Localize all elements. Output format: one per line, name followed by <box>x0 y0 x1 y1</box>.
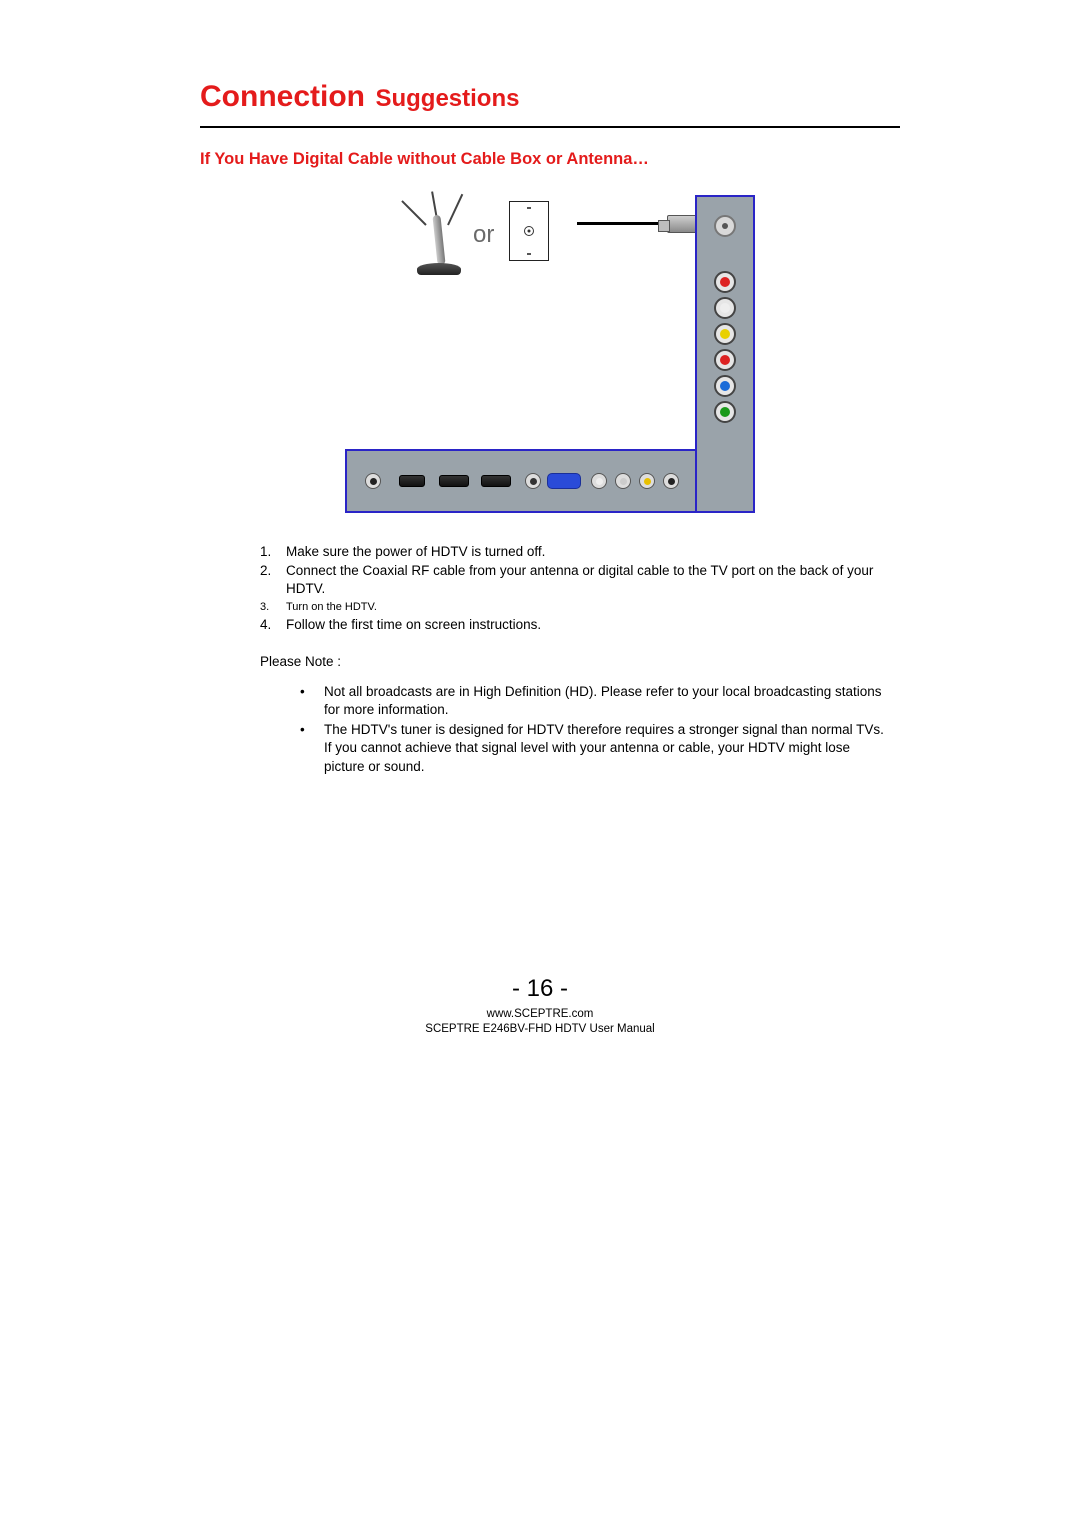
title-sub: Suggestions <box>375 85 519 112</box>
page-footer: - 16 - www.SCEPTRE.com SCEPTRE E246BV-FH… <box>0 975 1080 1037</box>
notes-list: •Not all broadcasts are in High Definiti… <box>260 683 890 776</box>
step-text: Follow the first time on screen instruct… <box>286 616 541 634</box>
section-heading: If You Have Digital Cable without Cable … <box>200 150 900 169</box>
av-port-icon <box>663 473 679 489</box>
coax-port-icon <box>714 215 736 237</box>
hdmi-port-icon <box>481 475 511 487</box>
rca-port-icon <box>714 323 736 345</box>
step-number: 4. <box>260 616 286 634</box>
step-number: 3. <box>260 600 286 615</box>
step-number: 2. <box>260 562 286 598</box>
connection-diagram: or <box>200 195 900 513</box>
bullet-icon: • <box>300 721 324 776</box>
footer-manual: SCEPTRE E246BV-FHD HDTV User Manual <box>0 1022 1080 1037</box>
tv-panel-side <box>695 195 755 513</box>
rca-port-icon <box>714 271 736 293</box>
step-text: Connect the Coaxial RF cable from your a… <box>286 562 890 598</box>
note-text: Not all broadcasts are in High Definitio… <box>324 683 890 719</box>
antenna-icon <box>407 197 467 275</box>
bullet-icon: • <box>300 683 324 719</box>
hdmi-port-icon <box>439 475 469 487</box>
step-item: 3.Turn on the HDTV. <box>260 600 890 615</box>
audio-port-icon <box>615 473 631 489</box>
title-rule <box>200 126 900 128</box>
note-text: The HDTV's tuner is designed for HDTV th… <box>324 721 890 776</box>
note-item: •The HDTV's tuner is designed for HDTV t… <box>300 721 890 776</box>
spdif-port-icon <box>525 473 541 489</box>
headphone-port-icon <box>365 473 381 489</box>
rca-port-icon <box>714 401 736 423</box>
rca-port-icon <box>714 297 736 319</box>
vga-port-icon <box>547 473 581 489</box>
or-label: or <box>473 221 494 249</box>
step-item: 4.Follow the first time on screen instru… <box>260 616 890 634</box>
title-main: Connection <box>200 80 365 113</box>
audio-port-icon <box>591 473 607 489</box>
step-item: 1.Make sure the power of HDTV is turned … <box>260 543 890 561</box>
step-item: 2.Connect the Coaxial RF cable from your… <box>260 562 890 598</box>
steps-list: 1.Make sure the power of HDTV is turned … <box>260 543 890 634</box>
step-number: 1. <box>260 543 286 561</box>
tv-panel-bottom <box>345 449 755 513</box>
step-text: Make sure the power of HDTV is turned of… <box>286 543 545 561</box>
wall-plate-icon <box>509 201 549 261</box>
rca-port-icon <box>714 375 736 397</box>
footer-url: www.SCEPTRE.com <box>0 1007 1080 1022</box>
rca-port-icon <box>714 349 736 371</box>
body-text: 1.Make sure the power of HDTV is turned … <box>260 543 890 776</box>
please-note-label: Please Note : <box>260 654 890 669</box>
page-number: - 16 - <box>0 975 1080 1003</box>
av-port-icon <box>639 473 655 489</box>
usb-port-icon <box>399 475 425 487</box>
step-text: Turn on the HDTV. <box>286 600 377 615</box>
note-item: •Not all broadcasts are in High Definiti… <box>300 683 890 719</box>
page-title-row: Connection Suggestions <box>200 80 900 114</box>
